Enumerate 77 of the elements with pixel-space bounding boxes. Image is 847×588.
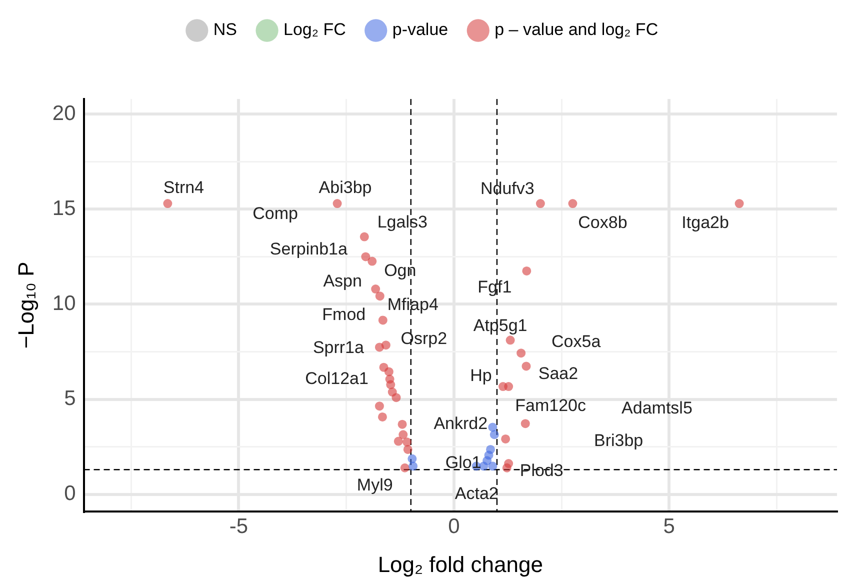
point	[408, 462, 418, 471]
annotation: Hp	[470, 366, 492, 386]
y-tick-label: 5	[64, 387, 76, 410]
x-tick-label: -5	[229, 514, 248, 538]
annotation: Serpinb1a	[270, 239, 348, 258]
point	[378, 316, 388, 325]
annotation: Itga2b	[682, 213, 729, 232]
point	[384, 367, 394, 376]
annotation: Ndufv3	[480, 179, 534, 198]
x-tick-label: 5	[663, 514, 675, 538]
annotation: Fgf1	[478, 278, 512, 297]
annotation: Myl9	[356, 476, 393, 495]
point	[374, 402, 384, 411]
annotation: Abi3bp	[318, 178, 372, 198]
point	[361, 252, 370, 262]
point	[516, 348, 526, 358]
annotation: Mfiap4	[387, 294, 438, 314]
annotation: Col12a1	[305, 369, 368, 388]
point	[490, 430, 499, 440]
y-tick-label: 20	[52, 102, 76, 125]
point	[381, 340, 390, 350]
legend-label: p-value	[392, 20, 448, 40]
point	[394, 436, 403, 446]
x-tick-label: 0	[448, 514, 460, 538]
point	[163, 199, 172, 208]
x-axis-title: Log₂ fold change	[378, 552, 543, 577]
annotation: Ankrd2	[434, 414, 488, 433]
annotation: Adamtsl5	[622, 398, 692, 418]
legend-label: NS	[213, 20, 238, 40]
point	[504, 382, 514, 392]
annotation: Saa2	[538, 364, 578, 383]
point	[536, 199, 545, 208]
point	[402, 438, 412, 447]
point	[408, 454, 417, 464]
point	[378, 412, 387, 422]
annotation: Strn4	[163, 178, 204, 198]
point	[332, 199, 342, 208]
point	[360, 232, 369, 242]
y-axis-title: −Log₁₀ P	[13, 262, 38, 349]
annotation: Bri3bp	[594, 430, 644, 450]
annotation: Acta2	[454, 484, 498, 503]
point	[392, 393, 401, 402]
y-tick-label: 0	[64, 482, 76, 506]
point	[488, 462, 498, 471]
annotation: Aspn	[323, 272, 362, 291]
annotation: Fmod	[322, 304, 366, 324]
point	[502, 463, 512, 472]
point	[568, 199, 578, 208]
point	[375, 292, 384, 301]
annotation: Osrp2	[400, 328, 448, 348]
y-tick-label: 15	[52, 197, 76, 220]
point	[398, 420, 407, 429]
point	[403, 444, 412, 454]
annotation: Glo1	[445, 452, 482, 472]
point	[398, 430, 408, 440]
legend-label: p – value and log₂ FC	[494, 20, 658, 40]
annotation: Sprr1a	[312, 338, 365, 357]
point	[501, 434, 510, 444]
point	[506, 336, 515, 345]
point	[400, 463, 410, 472]
annotation: Ogn	[384, 260, 416, 280]
point	[522, 362, 531, 371]
point	[520, 419, 530, 428]
legend-label: Log₂ FC	[284, 20, 346, 40]
annotation: Atp5g1	[473, 316, 528, 335]
point	[488, 422, 498, 432]
point	[368, 256, 377, 266]
point	[371, 284, 380, 294]
annotation: Cox8b	[578, 213, 628, 232]
annotation: Fam120c	[515, 396, 587, 416]
point	[386, 380, 396, 390]
annotation: Comp	[252, 204, 298, 224]
annotation: Lgals3	[377, 212, 428, 232]
point	[522, 266, 532, 276]
point	[734, 199, 744, 208]
y-tick-label: 10	[52, 292, 76, 316]
annotation: Cox5a	[552, 332, 602, 351]
